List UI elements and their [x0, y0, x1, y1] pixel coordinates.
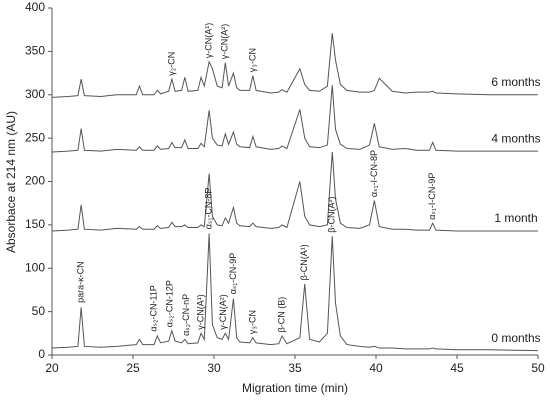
- trace-line: [51, 85, 538, 153]
- x-tick-label: 25: [126, 361, 140, 375]
- trace-label: 1 month: [494, 211, 537, 225]
- peak-annotation: αₛ₂-CN-nP: [181, 294, 191, 336]
- x-tick-label: 40: [369, 361, 383, 375]
- peak-annotation: αₛ₁-I-CN-8P: [369, 150, 379, 197]
- y-tick-label: 200: [25, 174, 45, 188]
- y-tick-label: 350: [25, 44, 45, 58]
- peak-annotation: γ₃-CN: [247, 310, 257, 334]
- peak-annotation: γ-CN(A²): [218, 294, 228, 330]
- peak-annotation: γ₃-CN: [247, 48, 257, 72]
- x-tick-label: 50: [531, 361, 545, 375]
- trace-line: [51, 33, 538, 98]
- x-tick-label: 35: [288, 361, 302, 375]
- y-tick-label: 300: [25, 87, 45, 101]
- y-tick-label: 0: [38, 347, 45, 361]
- peak-annotation: αₛ₁-I-CN-9P: [427, 173, 437, 220]
- peak-annotation: αₛ₁-CN-9P: [228, 253, 238, 295]
- peak-annotation: αₛ₁-CN-8P: [203, 188, 213, 230]
- y-axis-label: Absorbace at 214 nm (AU): [4, 111, 18, 253]
- trace-line: [51, 233, 539, 352]
- y-tick-label: 400: [25, 0, 45, 14]
- peak-annotation: para-κ-CN: [76, 261, 86, 303]
- peak-annotation: β-CN (B): [276, 297, 286, 333]
- y-tick-label: 250: [25, 130, 45, 144]
- x-axis-label: Migration time (min): [242, 381, 348, 395]
- trace-line: [51, 151, 538, 232]
- peak-annotation: γ-CN(A¹): [195, 294, 205, 330]
- trace-label: 6 months: [491, 75, 540, 89]
- y-tick-label: 100: [25, 260, 45, 274]
- peak-annotation: γ-CN(A¹): [203, 23, 213, 59]
- peak-annotation: αₛ₂-CN-12P: [165, 280, 175, 327]
- x-tick-label: 45: [450, 361, 464, 375]
- peak-annotation: β-CN(A²): [327, 197, 337, 233]
- peak-annotation: αₛ₂-CN-11P: [148, 285, 158, 331]
- x-tick-label: 30: [207, 361, 221, 375]
- y-tick-label: 50: [32, 304, 46, 318]
- peak-annotation: γ₂-CN: [166, 52, 176, 76]
- trace-label: 4 months: [491, 131, 540, 145]
- peak-annotation: β-CN(A¹): [299, 244, 309, 280]
- x-tick-label: 20: [45, 361, 59, 375]
- peak-annotation: γ-CN(A²): [220, 24, 230, 60]
- y-tick-label: 150: [25, 217, 45, 231]
- trace-label: 0 months: [491, 331, 540, 345]
